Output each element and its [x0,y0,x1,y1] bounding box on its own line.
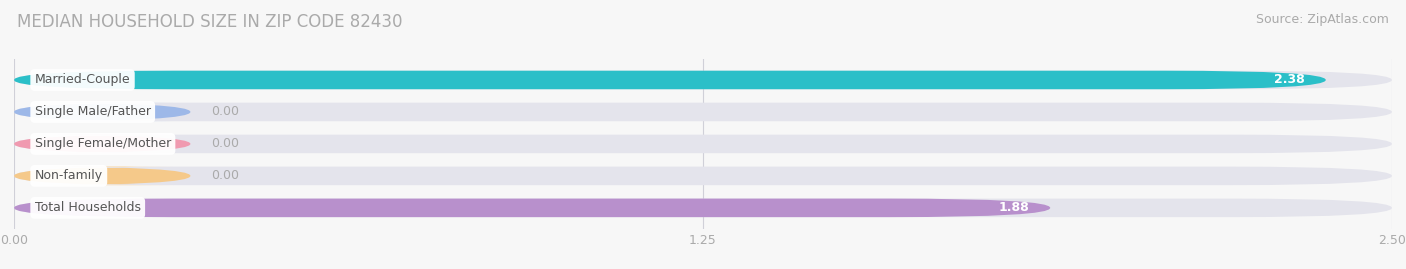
Text: 0.00: 0.00 [211,105,239,118]
FancyBboxPatch shape [14,103,1392,121]
FancyBboxPatch shape [14,71,1326,89]
FancyBboxPatch shape [14,199,1392,217]
Text: Total Households: Total Households [35,201,141,214]
Text: Single Female/Mother: Single Female/Mother [35,137,172,150]
FancyBboxPatch shape [14,71,1392,89]
Text: Non-family: Non-family [35,169,103,182]
Text: Married-Couple: Married-Couple [35,73,131,86]
Text: MEDIAN HOUSEHOLD SIZE IN ZIP CODE 82430: MEDIAN HOUSEHOLD SIZE IN ZIP CODE 82430 [17,13,402,31]
Text: 1.88: 1.88 [998,201,1029,214]
Text: 0.00: 0.00 [211,169,239,182]
Text: Source: ZipAtlas.com: Source: ZipAtlas.com [1256,13,1389,26]
Text: Single Male/Father: Single Male/Father [35,105,150,118]
FancyBboxPatch shape [14,199,1050,217]
Text: 2.38: 2.38 [1274,73,1305,86]
FancyBboxPatch shape [14,135,1392,153]
FancyBboxPatch shape [14,167,1392,185]
FancyBboxPatch shape [14,167,190,185]
Text: 0.00: 0.00 [211,137,239,150]
FancyBboxPatch shape [14,103,190,121]
FancyBboxPatch shape [14,135,190,153]
